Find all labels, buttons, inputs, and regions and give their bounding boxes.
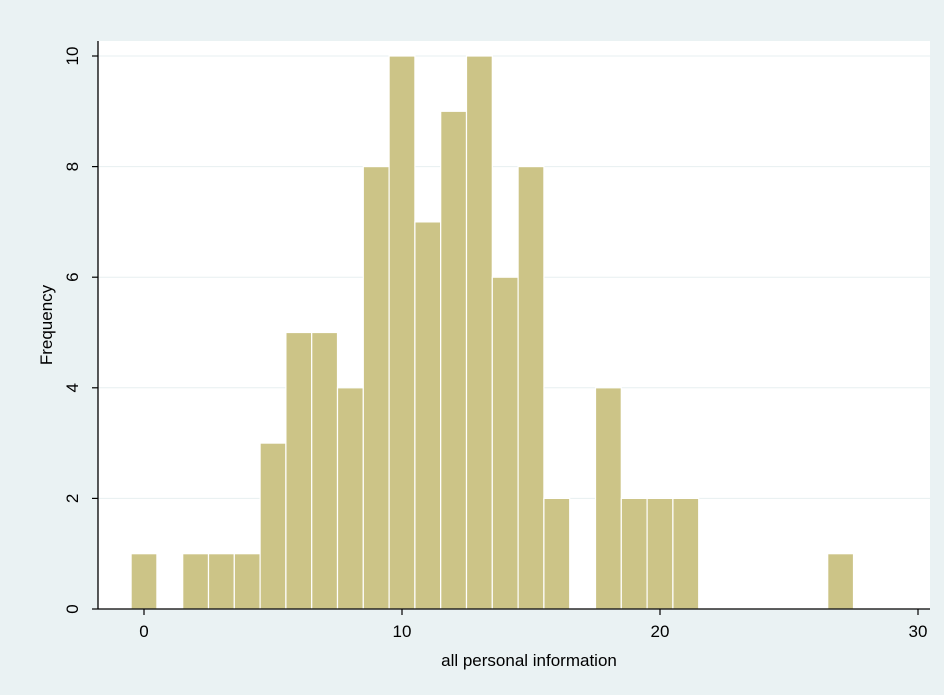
histogram-bar — [465, 55, 493, 610]
axes — [97, 41, 930, 610]
histogram-bar — [672, 497, 700, 610]
y-tick-label: 6 — [63, 272, 82, 281]
histogram-bar — [491, 276, 519, 610]
histogram-bar — [543, 497, 571, 610]
histogram-bar — [620, 497, 648, 610]
ticks: 0 10 20 30 0 2 4 6 8 10 — [63, 47, 927, 641]
histogram-bar — [646, 497, 674, 610]
x-tick-label: 30 — [909, 622, 928, 641]
histogram-bar — [414, 221, 442, 610]
x-axis-title: all personal information — [441, 651, 617, 670]
histogram-bar — [207, 553, 235, 610]
y-tick-label: 10 — [63, 47, 82, 66]
x-tick-label: 0 — [139, 622, 148, 641]
histogram-bar — [827, 553, 855, 610]
y-axis-title: Frequency — [37, 284, 56, 365]
histogram-bar — [259, 442, 287, 610]
histogram-bar — [440, 110, 468, 610]
y-tick-label: 4 — [63, 383, 82, 392]
histogram-bar — [182, 553, 210, 610]
histogram-bar — [517, 166, 545, 610]
y-tick-label: 2 — [63, 494, 82, 503]
histogram-bar — [311, 331, 339, 610]
y-tick-label: 8 — [63, 162, 82, 171]
histogram-bar — [233, 553, 261, 610]
histogram-bar — [594, 387, 622, 610]
histogram-bar — [285, 331, 313, 610]
histogram-bar — [388, 55, 416, 610]
y-tick-label: 0 — [63, 604, 82, 613]
histogram-bar — [130, 553, 158, 610]
x-tick-label: 10 — [393, 622, 412, 641]
histogram-bar — [362, 166, 390, 610]
bars — [130, 55, 855, 610]
x-tick-label: 20 — [651, 622, 670, 641]
histogram-bar — [336, 387, 364, 610]
